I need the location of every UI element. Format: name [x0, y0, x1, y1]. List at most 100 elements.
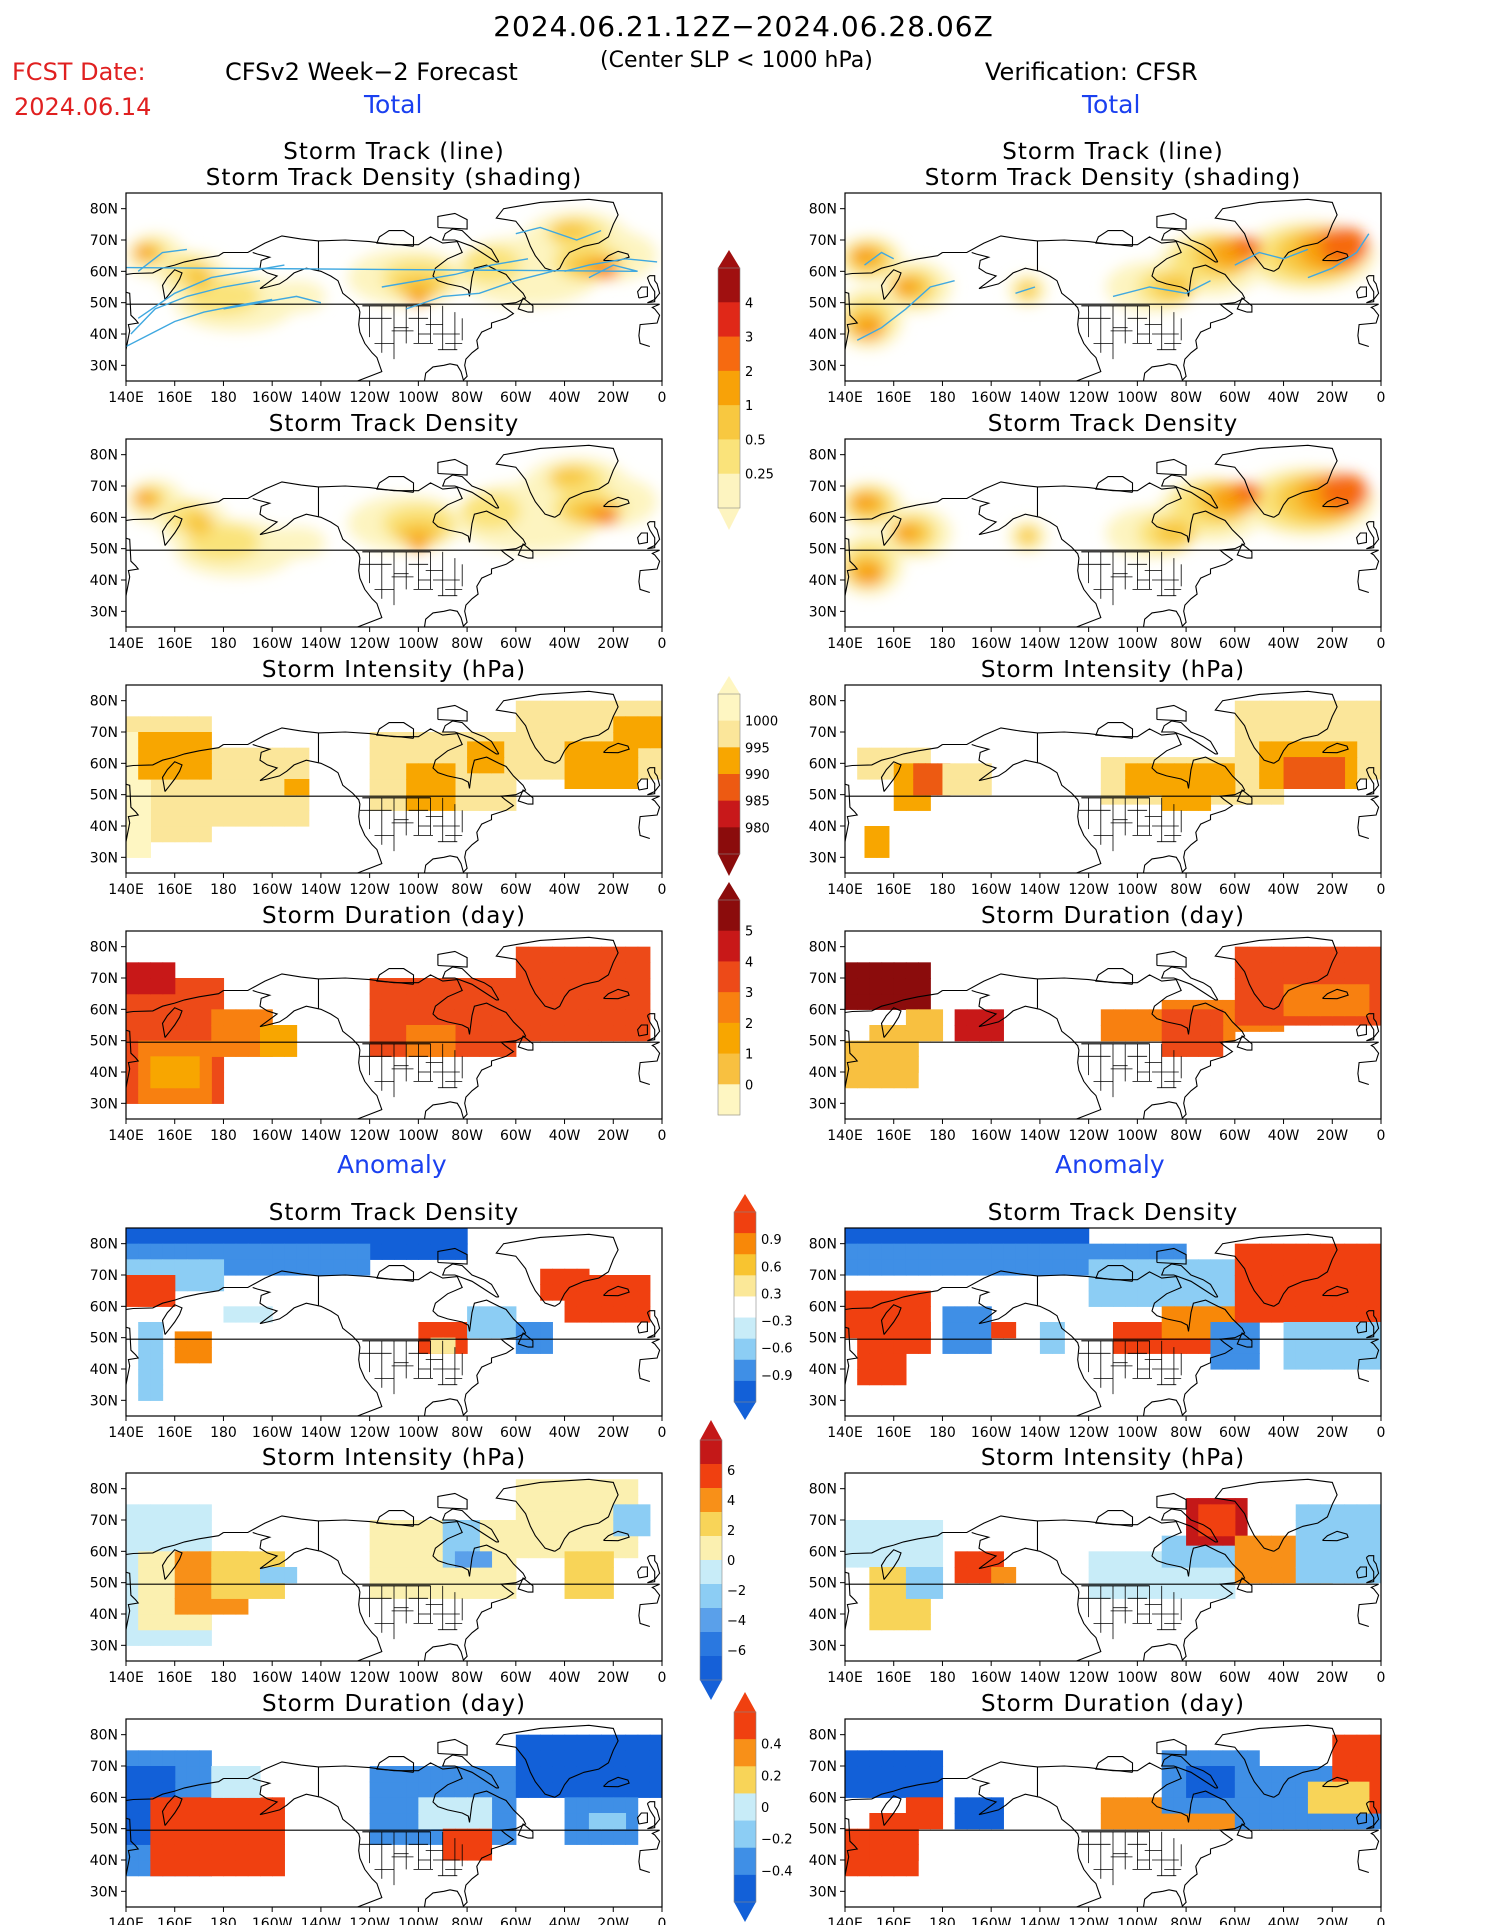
lon-label: 120W: [1068, 636, 1109, 652]
grid-cell: [394, 1797, 407, 1814]
grid-cell: [1332, 1259, 1346, 1276]
grid-cell: [1332, 1781, 1346, 1798]
grid-cell: [515, 1337, 529, 1354]
grid-cell: [1161, 1337, 1175, 1354]
coastlines: [126, 198, 661, 381]
colorbar-top-tip: [734, 1194, 756, 1212]
coastline: [1356, 532, 1367, 545]
grid-cell: [174, 1860, 188, 1877]
grid-cell: [576, 978, 590, 995]
grid-shading: [857, 700, 1381, 858]
lon-label: 140E: [827, 390, 863, 406]
colorbar-swatch: [700, 1656, 722, 1681]
colorbar-label: 0: [745, 1078, 753, 1093]
grid-cell: [1259, 1275, 1272, 1292]
grid-cell: [1076, 1259, 1090, 1276]
grid-cell: [845, 1535, 858, 1552]
coastline: [1356, 1321, 1367, 1334]
grid-cell: [1222, 1322, 1236, 1339]
grid-cell: [869, 1582, 883, 1599]
grid-cell: [211, 1567, 225, 1584]
grid-cell: [540, 732, 553, 749]
grid-cell: [260, 763, 273, 780]
grid-cell: [1149, 1243, 1163, 1260]
grid-cell: [418, 1243, 432, 1260]
grid-cell: [126, 1275, 139, 1292]
grid-cell: [430, 1567, 444, 1584]
lon-label: 160W: [971, 882, 1012, 898]
grid-cell: [284, 779, 298, 796]
grid-cell: [1356, 763, 1370, 780]
grid-cell: [1137, 1551, 1151, 1568]
grid-cell: [857, 1228, 870, 1245]
grid-cell: [369, 1551, 383, 1568]
grid-cell: [235, 1797, 249, 1814]
grid-cell: [930, 1009, 944, 1026]
lon-label: 20W: [1316, 1128, 1348, 1144]
grid-cell: [138, 716, 151, 733]
grid-cell: [1161, 794, 1175, 811]
grid-cell: [1344, 1567, 1358, 1584]
grid-cell: [1173, 1025, 1187, 1042]
grid-cell: [394, 1551, 407, 1568]
grid-cell: [320, 1228, 334, 1245]
grid-cell: [418, 732, 432, 749]
lon-label: 80W: [451, 1128, 483, 1144]
grid-cell: [1210, 1567, 1224, 1584]
grid-cell: [1247, 1535, 1260, 1552]
grid-cell: [296, 794, 310, 811]
grid-cell: [162, 1629, 176, 1646]
grid-cell: [588, 700, 602, 717]
grid-cell: [637, 1781, 651, 1798]
grid-cell: [491, 1582, 505, 1599]
grid-cell: [1259, 1243, 1272, 1260]
grid-cell: [406, 1025, 419, 1042]
grid-cell: [1198, 1040, 1212, 1057]
grid-cell: [1052, 1243, 1065, 1260]
lon-label: 140W: [1020, 390, 1061, 406]
grid-cell: [601, 1750, 614, 1767]
grid-cell: [893, 763, 907, 780]
panel-title: Storm Track Density: [988, 411, 1238, 437]
grid-cell: [1307, 962, 1321, 979]
grid-cell: [454, 1009, 468, 1026]
grid-cell: [1052, 1322, 1065, 1339]
grid-cell: [1368, 1243, 1381, 1260]
coastline: [845, 303, 1380, 348]
grid-cell: [1295, 999, 1309, 1017]
grid-cell: [454, 1040, 468, 1057]
grid-cell: [467, 1306, 480, 1323]
grid-cell: [1234, 1766, 1248, 1783]
lat-label: 80N: [809, 202, 837, 218]
grid-cell: [515, 946, 529, 963]
grid-cell: [1344, 984, 1358, 1001]
grid-cell: [857, 1040, 870, 1057]
grid-cell: [1234, 1259, 1248, 1276]
grid-cell: [1234, 1009, 1248, 1026]
colorbar-label: 4: [745, 296, 753, 311]
lon-label: 160W: [971, 1128, 1012, 1144]
coastline: [1214, 1724, 1338, 1798]
lat-label: 60N: [90, 1299, 118, 1315]
coastline: [637, 1566, 648, 1579]
grid-cell: [235, 1860, 249, 1877]
lon-label: 20W: [1316, 1425, 1348, 1441]
grid-cell: [857, 1750, 870, 1767]
grid-cell: [381, 779, 395, 796]
grid-cell: [601, 946, 614, 963]
grid-cell: [126, 1087, 139, 1104]
grid-cell: [857, 1766, 870, 1783]
grid-cell: [126, 1228, 139, 1245]
grid-cell: [1173, 1813, 1187, 1830]
grid-cell: [1247, 1337, 1260, 1354]
lat-label: 40N: [809, 1362, 837, 1378]
grid-cell: [1344, 1535, 1358, 1552]
panel-frame: [844, 1718, 1382, 1908]
grid-cell: [406, 1567, 419, 1584]
grid-cell: [406, 794, 419, 811]
grid-cell: [893, 1781, 907, 1798]
grid-cell: [601, 1290, 614, 1307]
colorbar-label: 985: [745, 795, 770, 810]
grid-cell: [564, 716, 578, 733]
grid-cell: [418, 1535, 432, 1552]
